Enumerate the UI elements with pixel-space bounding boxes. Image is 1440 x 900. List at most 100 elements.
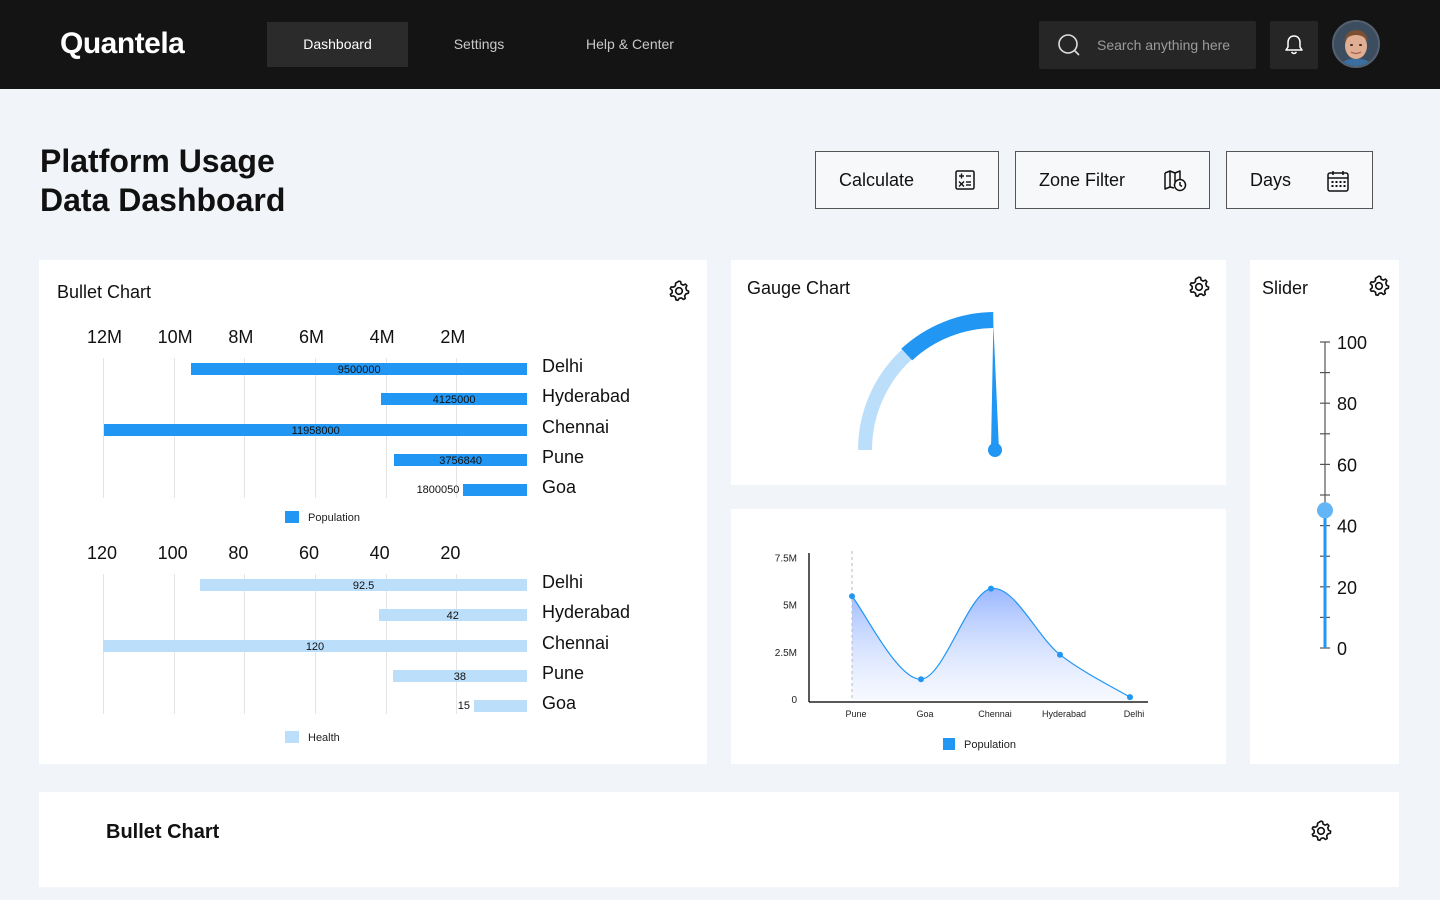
bar-delhi xyxy=(200,579,527,591)
page-title-line-2: Data Dashboard xyxy=(40,182,286,218)
category-label: Goa xyxy=(542,477,577,497)
bar-value-label: 11958000 xyxy=(291,425,340,437)
axis-tick-label: 12M xyxy=(87,327,123,347)
area-legend-swatch xyxy=(943,738,955,750)
bar-value-label: 42 xyxy=(446,610,459,622)
axis-tick-label: 40 xyxy=(369,543,390,563)
category-label: Hyderabad xyxy=(542,386,631,406)
settings-gear-icon[interactable] xyxy=(1188,276,1210,298)
category-label: Chennai xyxy=(542,633,610,653)
notifications-button[interactable] xyxy=(1270,21,1318,69)
bullet-chart-title: Bullet Chart xyxy=(57,282,152,302)
category-label: Delhi xyxy=(542,356,584,376)
axis-tick-label: 120 xyxy=(87,543,118,563)
calendar-icon xyxy=(1327,171,1349,192)
bar-chennai xyxy=(104,424,527,436)
category-label: Chennai xyxy=(542,417,610,437)
settings-gear-icon[interactable] xyxy=(1368,275,1390,297)
bar-pune xyxy=(394,454,527,466)
user-avatar[interactable] xyxy=(1332,20,1380,68)
health-legend-label: Health xyxy=(308,732,340,744)
calculate-button[interactable]: Calculate xyxy=(815,151,999,209)
calculator-icon xyxy=(955,170,975,190)
bar-delhi xyxy=(191,363,527,375)
slider-handle[interactable] xyxy=(1317,502,1333,519)
x-tick-label: Goa xyxy=(916,709,933,719)
bar-pune xyxy=(392,670,527,682)
gauge-band-0 xyxy=(858,349,912,451)
calculate-button-label: Calculate xyxy=(839,170,915,190)
bar-value-label: 120 xyxy=(305,641,325,653)
data-point-pune xyxy=(849,593,855,600)
y-tick-label: 2.5M xyxy=(775,648,797,659)
bar-goa xyxy=(463,484,527,496)
category-label: Pune xyxy=(542,447,585,467)
bar-chennai xyxy=(103,640,527,652)
bar-goa xyxy=(474,700,527,712)
population-legend: Population xyxy=(285,511,360,524)
population-legend-label: Population xyxy=(308,512,360,524)
area-chart-card: 0 2.5M 5M 7.5M Pune Goa Chennai Hyderabad Delhi … xyxy=(731,509,1226,764)
category-label: Hyderabad xyxy=(542,602,631,622)
gauge-band-1 xyxy=(901,312,994,361)
settings-gear-icon[interactable] xyxy=(668,280,690,302)
area-fill xyxy=(852,588,1130,700)
health-legend-swatch xyxy=(285,731,299,743)
bell-icon xyxy=(1285,35,1303,55)
slider-tick-label: 20 xyxy=(1337,578,1357,598)
x-tick-label: Delhi xyxy=(1124,709,1145,719)
settings-gear-icon[interactable] xyxy=(1310,820,1332,842)
zone-filter-button-label: Zone Filter xyxy=(1039,170,1126,190)
search-input[interactable] xyxy=(1097,34,1247,56)
axis-tick-label: 60 xyxy=(299,543,320,563)
slider-tick-label: 100 xyxy=(1337,333,1367,353)
gauge-chart xyxy=(858,312,1002,457)
population-area-chart: 0 2.5M 5M 7.5M Pune Goa Chennai Hyderabad Delhi xyxy=(775,551,1148,719)
bottom-bullet-chart-title: Bullet Chart xyxy=(106,821,220,843)
axis-tick-label: 100 xyxy=(157,543,188,563)
axis-tick-label: 80 xyxy=(228,543,249,563)
page-title-line-1: Platform Usage xyxy=(40,143,275,179)
y-tick-label: 7.5M xyxy=(775,553,797,564)
data-point-goa xyxy=(918,676,924,683)
axis-tick-label: 4M xyxy=(369,327,395,347)
bar-value-label: 4125000 xyxy=(432,394,476,406)
axis-tick-label: 6M xyxy=(299,327,325,347)
search-icon xyxy=(1058,34,1080,56)
bar-hyderabad xyxy=(381,393,527,405)
user-avatar-image xyxy=(1334,22,1378,66)
bar-value-label: 3756840 xyxy=(439,455,483,467)
y-tick-label: 0 xyxy=(791,695,797,706)
zone-filter-button[interactable]: Zone Filter xyxy=(1015,151,1210,209)
days-button[interactable]: Days xyxy=(1226,151,1373,209)
bottom-bullet-chart-card: Bullet Chart xyxy=(39,792,1399,887)
slider-tick-label: 60 xyxy=(1337,455,1357,475)
gridline xyxy=(103,358,104,498)
population-legend-swatch xyxy=(285,511,299,523)
health-legend: Health xyxy=(285,731,340,744)
days-button-label: Days xyxy=(1250,170,1292,190)
category-label: Pune xyxy=(542,663,585,683)
bar-hyderabad xyxy=(378,609,527,621)
nav-help-center[interactable]: Help & Center xyxy=(586,36,674,52)
bar-value-label: 92.5 xyxy=(352,580,375,592)
slider-title: Slider xyxy=(1262,278,1309,298)
nav-settings[interactable]: Settings xyxy=(453,36,505,52)
data-point-delhi xyxy=(1127,694,1133,701)
app-logo[interactable]: Quantela xyxy=(60,27,185,60)
page-title: Platform Usage Data Dashboard xyxy=(40,142,285,220)
data-point-chennai xyxy=(988,585,994,592)
gauge-needle xyxy=(991,324,999,451)
nav-dashboard[interactable]: Dashboard xyxy=(267,22,408,67)
axis-tick-label: 2M xyxy=(440,327,466,347)
slider-tick-label: 40 xyxy=(1337,517,1357,537)
gauge-chart-card: Gauge Chart xyxy=(731,260,1226,485)
vertical-slider[interactable]: 100 80 60 40 20 0 xyxy=(1250,260,1399,764)
area-legend: Population xyxy=(943,738,1016,751)
category-label: Goa xyxy=(542,693,577,713)
search-box[interactable] xyxy=(1039,21,1256,69)
data-point-hyderabad xyxy=(1057,651,1063,658)
bar-value-label: 15 xyxy=(457,700,470,712)
gauge-needle-hub xyxy=(988,443,1002,457)
slider-card: Slider 100 80 60 40 20 0 xyxy=(1250,260,1399,764)
